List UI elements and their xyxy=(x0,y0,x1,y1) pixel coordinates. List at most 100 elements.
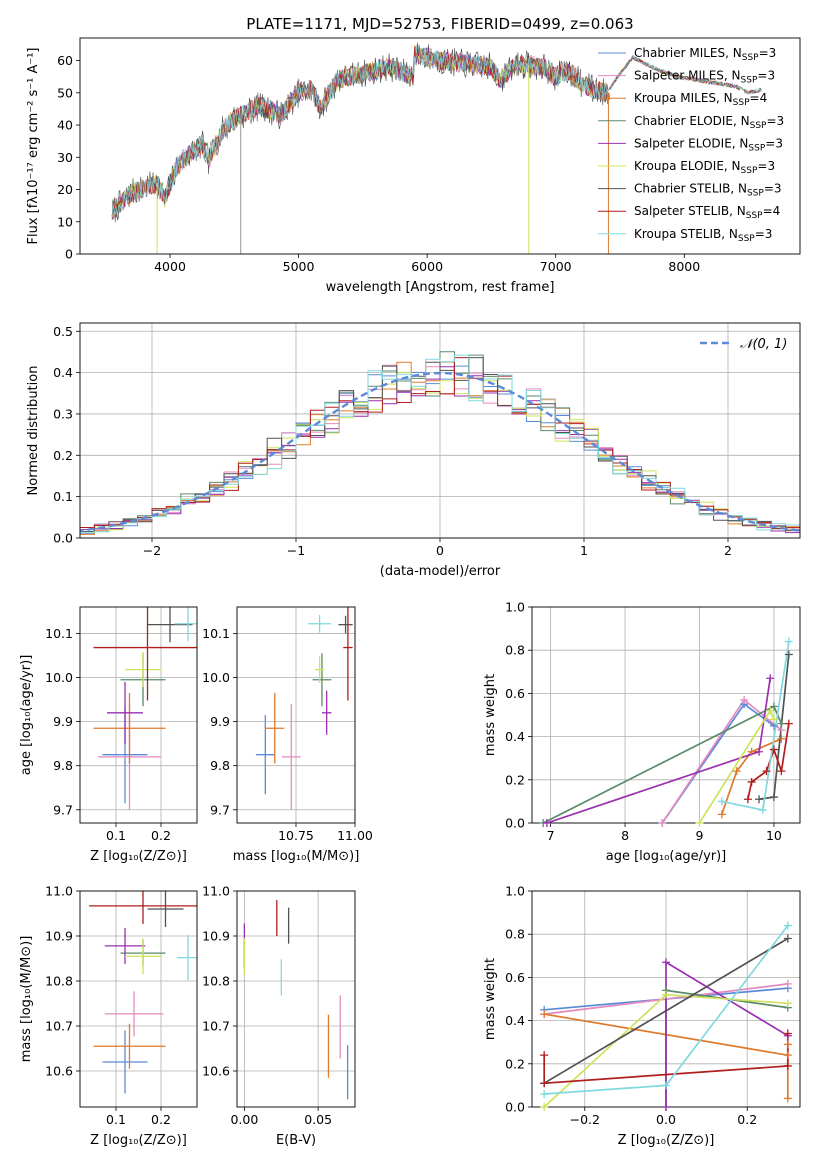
x-tick-label: 1 xyxy=(580,543,588,558)
y-tick-label: 0.0 xyxy=(505,1100,525,1115)
model-spectrum xyxy=(111,45,762,216)
legend-tail: =4 xyxy=(763,204,781,218)
plot-area xyxy=(93,607,197,810)
y-tick-label: 1.0 xyxy=(505,884,525,899)
axes-frame xyxy=(79,606,198,824)
weight-marker xyxy=(777,767,786,776)
x-tick-label: 0.2 xyxy=(151,828,171,843)
legend-label: Salpeter STELIB, N xyxy=(634,204,746,218)
weight-marker xyxy=(740,695,749,704)
x-tick-label: 0.1 xyxy=(106,1112,126,1127)
legend-entry: 𝒩(0, 1) xyxy=(740,337,787,352)
weight-marker xyxy=(783,1094,792,1103)
x-tick-label: −0.2 xyxy=(570,1112,600,1127)
legend-label: Chabrier ELODIE, N xyxy=(634,114,750,128)
weight-marker xyxy=(540,1051,549,1060)
x-tick-label: 0 xyxy=(436,543,444,558)
y-tick-label: 1.0 xyxy=(505,600,525,615)
y-tick-label: 0.5 xyxy=(53,324,73,339)
y-tick-label: 0.2 xyxy=(505,772,525,787)
legend-label: Kroupa ELODIE, N xyxy=(634,159,741,173)
x-axis-label: age [log₁₀(age/yr)] xyxy=(606,849,727,864)
weight-marker xyxy=(540,1103,549,1111)
y-tick-label: 10 xyxy=(57,214,73,229)
weight-line xyxy=(542,705,783,823)
plot-area xyxy=(542,641,790,823)
weight-marker xyxy=(542,819,551,827)
y-tick-label: 10.1 xyxy=(45,626,73,641)
weight-marker xyxy=(766,674,775,683)
weight-marker xyxy=(766,706,775,715)
x-tick-label: 10.75 xyxy=(278,828,314,843)
y-tick-label: 11.0 xyxy=(202,884,230,899)
x-tick-label: 8000 xyxy=(668,259,700,274)
weight-marker xyxy=(769,715,778,724)
weight-marker xyxy=(662,990,670,999)
x-axis-label: (data-model)/error xyxy=(380,564,501,579)
x-axis-label: wavelength [Angstrom, rest frame] xyxy=(326,280,555,295)
weight-line xyxy=(661,702,775,823)
x-tick-label: −1 xyxy=(287,543,305,558)
y-tick-label: 9.7 xyxy=(210,802,230,817)
weight-marker xyxy=(783,934,792,943)
legend-tail: =3 xyxy=(766,114,784,128)
x-tick-label: 9 xyxy=(696,828,704,843)
panel-7: 0.00 0.05 10.6 10.7 10.8 10.9 11.0 E(B-V) xyxy=(202,884,356,1148)
weight-marker xyxy=(784,637,793,646)
y-tick-label: 9.8 xyxy=(53,758,73,773)
y-tick-label: 0.2 xyxy=(53,448,73,463)
weight-marker xyxy=(717,797,726,806)
x-tick-label: 0.05 xyxy=(304,1112,332,1127)
x-tick-label: 7000 xyxy=(540,259,572,274)
y-tick-label: 50 xyxy=(57,85,73,100)
legend-entry: Kroupa ELODIE, NSSP=3 xyxy=(634,159,775,176)
weight-marker xyxy=(783,1029,792,1038)
legend-entry: Chabrier MILES, NSSP=3 xyxy=(634,46,776,63)
weight-line xyxy=(665,989,788,1107)
panel-8: −0.2 0.0 0.2 0.0 0.2 0.4 0.6 0.8 1.0 Z [log₁₀(Z/Z… xyxy=(483,884,801,1148)
y-tick-label: 0.6 xyxy=(505,686,525,701)
y-tick-label: 0.4 xyxy=(505,1013,525,1028)
y-axis-label: age [log₁₀(age/yr)] xyxy=(19,655,34,776)
y-tick-label: 0.6 xyxy=(505,970,525,985)
legend-entry: Salpeter ELODIE, NSSP=3 xyxy=(634,136,783,153)
legend-subscript: SSP xyxy=(747,189,764,199)
plot-area xyxy=(89,891,197,1094)
x-axis-label: Z [log₁₀(Z/Z⊙)] xyxy=(90,849,187,864)
y-tick-label: 10.7 xyxy=(202,1019,230,1034)
panel-6: 0.1 0.2 10.6 10.7 10.8 10.9 11.0 Z [log₁₀(Z/Z⊙)… xyxy=(19,884,198,1148)
weight-marker xyxy=(784,719,793,728)
y-axis-label: Flux [fλ10⁻¹⁷ erg cm⁻² s⁻¹ A⁻¹] xyxy=(26,48,41,245)
plot-area xyxy=(243,900,349,1100)
y-tick-label: 10.8 xyxy=(202,974,230,989)
x-tick-label: 11.00 xyxy=(337,828,373,843)
legend-entry: Kroupa MILES, NSSP=4 xyxy=(634,91,767,108)
weight-marker xyxy=(540,1010,549,1019)
weight-marker xyxy=(758,806,767,815)
weight-marker xyxy=(783,979,792,988)
weight-marker xyxy=(784,650,793,659)
y-tick-label: 10.8 xyxy=(45,974,73,989)
weight-marker xyxy=(769,793,778,802)
weight-marker xyxy=(658,819,667,827)
y-tick-label: 0.0 xyxy=(505,816,525,831)
legend-tail: =3 xyxy=(755,227,773,241)
y-tick-label: 0.1 xyxy=(53,489,73,504)
panel-1: 4000 5000 6000 7000 8000 0 10 20 30 40 50 60 wavelen… xyxy=(26,37,801,295)
y-axis-label: mass [log₁₀(M/M⊙)] xyxy=(19,936,34,1063)
weight-marker xyxy=(747,747,756,756)
legend-label: Salpeter ELODIE, N xyxy=(634,136,748,150)
y-tick-label: 0.4 xyxy=(53,365,73,380)
weight-line xyxy=(543,1033,789,1085)
x-tick-label: 10 xyxy=(766,828,782,843)
x-tick-label: 0.0 xyxy=(656,1112,676,1127)
weight-marker xyxy=(783,921,792,930)
x-tick-label: 0.2 xyxy=(151,1112,171,1127)
y-tick-label: 10.0 xyxy=(202,670,230,685)
x-tick-label: 0.00 xyxy=(230,1112,258,1127)
legend-label: Kroupa STELIB, N xyxy=(634,227,738,241)
weight-line xyxy=(543,937,789,1084)
x-axis-label: mass [log₁₀(M/M⊙)] xyxy=(233,849,360,864)
weight-marker xyxy=(762,767,771,776)
weight-marker xyxy=(662,1103,670,1111)
